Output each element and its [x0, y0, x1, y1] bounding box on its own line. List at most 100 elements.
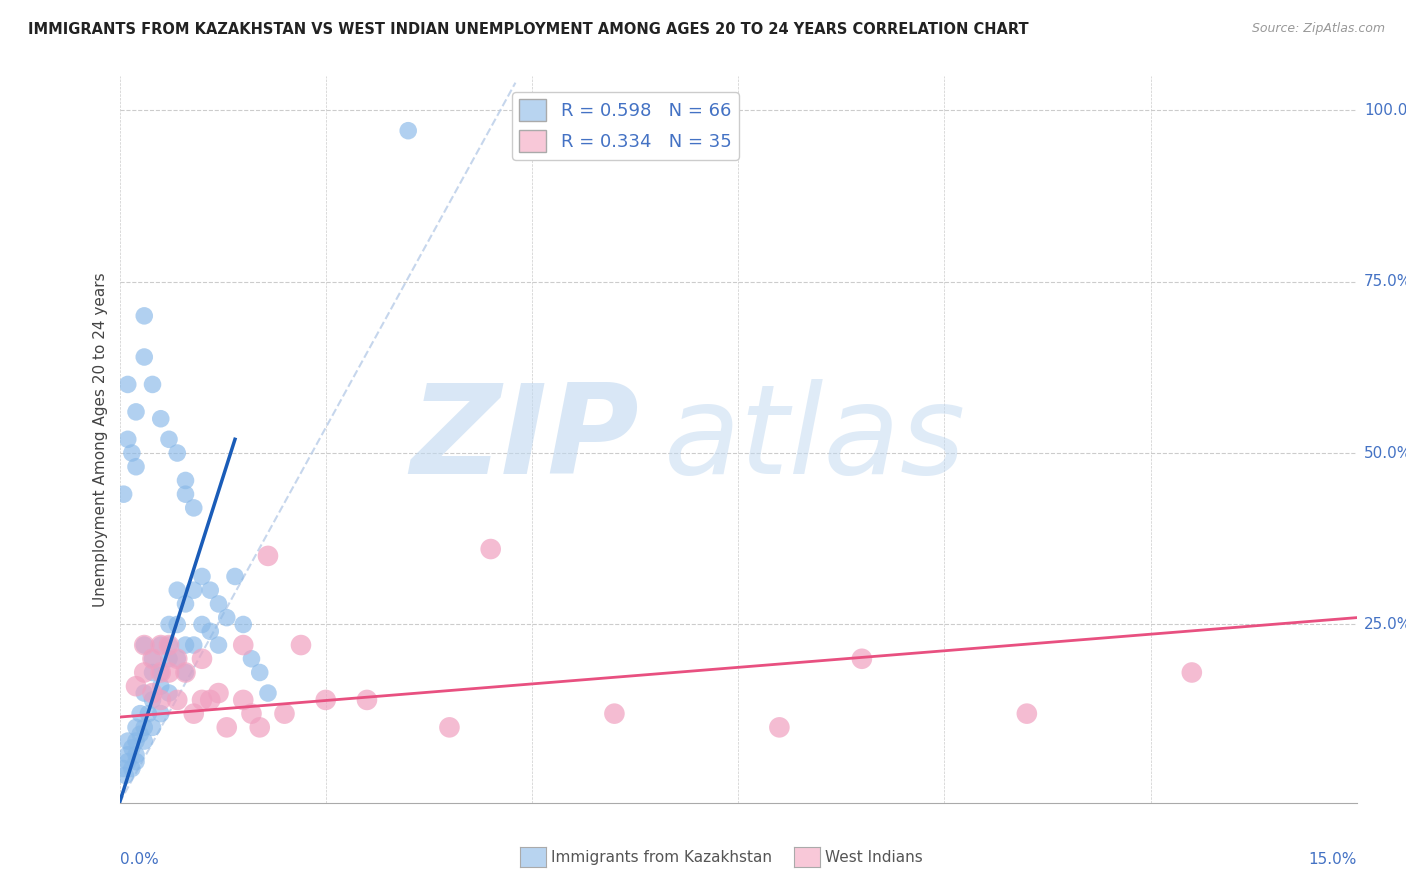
Point — [125, 405, 148, 419]
Point — [157, 638, 180, 652]
Point — [166, 652, 188, 666]
Point — [174, 665, 197, 680]
Point — [149, 679, 172, 693]
Text: 25.0%: 25.0% — [1364, 617, 1406, 632]
Point — [157, 617, 180, 632]
Point — [125, 720, 148, 734]
Point — [240, 652, 263, 666]
Point — [232, 693, 254, 707]
Point — [117, 734, 139, 748]
Point — [125, 734, 148, 748]
Point — [191, 569, 214, 583]
Point — [191, 617, 214, 632]
Point — [149, 411, 172, 425]
Text: IMMIGRANTS FROM KAZAKHSTAN VS WEST INDIAN UNEMPLOYMENT AMONG AGES 20 TO 24 YEARS: IMMIGRANTS FROM KAZAKHSTAN VS WEST INDIA… — [28, 22, 1029, 37]
Point — [224, 569, 246, 583]
Point — [157, 638, 180, 652]
Point — [166, 617, 188, 632]
Point — [200, 624, 222, 639]
Point — [134, 665, 156, 680]
Text: 50.0%: 50.0% — [1364, 445, 1406, 460]
Point — [141, 652, 163, 666]
Legend: R = 0.598   N = 66, R = 0.334   N = 35: R = 0.598 N = 66, R = 0.334 N = 35 — [512, 92, 738, 160]
Point — [149, 638, 172, 652]
Point — [117, 433, 139, 447]
Point — [232, 617, 254, 632]
Point — [129, 706, 152, 721]
Point — [191, 693, 214, 707]
Point — [134, 638, 156, 652]
Y-axis label: Unemployment Among Ages 20 to 24 years: Unemployment Among Ages 20 to 24 years — [93, 272, 108, 607]
Point — [174, 597, 197, 611]
Point — [768, 720, 790, 734]
Point — [166, 446, 188, 460]
Point — [232, 638, 254, 652]
Text: 0.0%: 0.0% — [120, 852, 159, 867]
Point — [439, 720, 461, 734]
Point — [249, 720, 271, 734]
Point — [315, 693, 337, 707]
Point — [356, 693, 378, 707]
Point — [141, 377, 163, 392]
Point — [174, 487, 197, 501]
Point — [174, 474, 197, 488]
Point — [125, 747, 148, 762]
Point — [141, 665, 163, 680]
Point — [157, 686, 180, 700]
Point — [125, 679, 148, 693]
Point — [121, 762, 143, 776]
Point — [166, 652, 188, 666]
Point — [174, 665, 197, 680]
Point — [240, 706, 263, 721]
Point — [125, 755, 148, 769]
Point — [273, 706, 295, 721]
Point — [121, 446, 143, 460]
Point — [1015, 706, 1038, 721]
Text: Immigrants from Kazakhstan: Immigrants from Kazakhstan — [551, 850, 772, 864]
Point — [117, 377, 139, 392]
Point — [479, 542, 502, 557]
Point — [134, 686, 156, 700]
Point — [603, 706, 626, 721]
Point — [215, 720, 238, 734]
Point — [200, 693, 222, 707]
Point — [257, 549, 280, 563]
Point — [149, 693, 172, 707]
Text: West Indians: West Indians — [825, 850, 924, 864]
Point — [851, 652, 873, 666]
Point — [129, 727, 152, 741]
Point — [174, 638, 197, 652]
Point — [149, 665, 172, 680]
Point — [1181, 665, 1204, 680]
Point — [200, 583, 222, 598]
Point — [134, 638, 156, 652]
Point — [166, 583, 188, 598]
Point — [157, 665, 180, 680]
Text: Source: ZipAtlas.com: Source: ZipAtlas.com — [1251, 22, 1385, 36]
Point — [138, 706, 160, 721]
Point — [249, 665, 271, 680]
Point — [125, 459, 148, 474]
Point — [183, 500, 205, 515]
Point — [166, 693, 188, 707]
Point — [215, 610, 238, 624]
Point — [149, 706, 172, 721]
Point — [157, 652, 180, 666]
Point — [191, 652, 214, 666]
Point — [141, 652, 163, 666]
Point — [257, 686, 280, 700]
Point — [112, 487, 135, 501]
Point — [134, 309, 156, 323]
Point — [141, 686, 163, 700]
Text: ZIP: ZIP — [411, 379, 640, 500]
Point — [141, 720, 163, 734]
Point — [207, 638, 229, 652]
Point — [149, 638, 172, 652]
Point — [134, 350, 156, 364]
Point — [141, 693, 163, 707]
Text: 15.0%: 15.0% — [1309, 852, 1357, 867]
Point — [121, 740, 143, 755]
Point — [396, 124, 419, 138]
Point — [134, 734, 156, 748]
Point — [112, 762, 135, 776]
